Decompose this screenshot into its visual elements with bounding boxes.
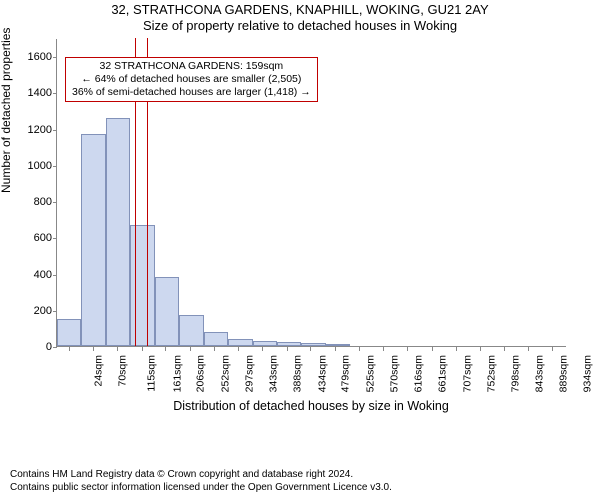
y-tick-label: 0 — [12, 341, 52, 353]
page-subtitle: Size of property relative to detached ho… — [0, 18, 600, 33]
x-tick-label: 161sqm — [171, 355, 183, 392]
x-tick-label: 434sqm — [316, 355, 328, 392]
x-tick-label: 707sqm — [461, 355, 473, 392]
x-tick-label: 70sqm — [117, 355, 129, 387]
x-tick-mark — [69, 347, 70, 351]
callout-line: 36% of semi-detached houses are larger (… — [72, 86, 311, 99]
x-axis-label: Distribution of detached houses by size … — [56, 399, 566, 413]
histogram-bar — [179, 315, 203, 346]
x-tick-mark — [238, 347, 239, 351]
y-tick-label: 1600 — [12, 51, 52, 63]
x-tick-label: 115sqm — [146, 355, 158, 392]
x-tick-label: 252sqm — [219, 355, 231, 392]
histogram-bar — [106, 118, 130, 346]
x-tick-label: 388sqm — [291, 355, 303, 392]
x-tick-mark — [310, 347, 311, 351]
y-tick-label: 1200 — [12, 124, 52, 136]
histogram-chart: Number of detached properties 32 STRATHC… — [0, 33, 600, 445]
attribution-line: Contains HM Land Registry data © Crown c… — [10, 469, 392, 482]
x-tick-label: 570sqm — [388, 355, 400, 392]
y-tick-label: 600 — [12, 232, 52, 244]
y-tick-label: 1400 — [12, 87, 52, 99]
y-tick-label: 1000 — [12, 160, 52, 172]
y-tick-label: 200 — [12, 305, 52, 317]
x-tick-label: 843sqm — [533, 355, 545, 392]
histogram-bar — [57, 319, 81, 346]
x-tick-mark — [117, 347, 118, 351]
histogram-bar — [228, 339, 252, 346]
callout-line: ← 64% of detached houses are smaller (2,… — [72, 73, 311, 86]
x-tick-mark — [262, 347, 263, 351]
x-tick-mark — [335, 347, 336, 351]
x-tick-mark — [528, 347, 529, 351]
x-tick-mark — [504, 347, 505, 351]
x-tick-label: 297sqm — [243, 355, 255, 392]
x-tick-mark — [214, 347, 215, 351]
x-tick-mark — [432, 347, 433, 351]
x-tick-mark — [165, 347, 166, 351]
x-tick-label: 206sqm — [195, 355, 207, 392]
x-tick-mark — [383, 347, 384, 351]
x-tick-mark — [190, 347, 191, 351]
attribution: Contains HM Land Registry data © Crown c… — [10, 469, 392, 494]
x-tick-mark — [93, 347, 94, 351]
x-tick-label: 798sqm — [509, 355, 521, 392]
x-tick-mark — [142, 347, 143, 351]
callout-line: 32 STRATHCONA GARDENS: 159sqm — [72, 60, 311, 73]
x-tick-mark — [456, 347, 457, 351]
page-title: 32, STRATHCONA GARDENS, KNAPHILL, WOKING… — [0, 2, 600, 17]
histogram-bar — [277, 342, 301, 346]
histogram-bar — [81, 134, 105, 346]
x-tick-label: 616sqm — [413, 355, 425, 392]
x-tick-label: 343sqm — [268, 355, 280, 392]
x-tick-label: 934sqm — [582, 355, 594, 392]
x-tick-mark — [552, 347, 553, 351]
y-tick-label: 800 — [12, 196, 52, 208]
x-tick-label: 661sqm — [437, 355, 449, 392]
attribution-line: Contains public sector information licen… — [10, 482, 392, 495]
x-tick-label: 479sqm — [340, 355, 352, 392]
histogram-bar — [204, 332, 228, 346]
x-tick-label: 752sqm — [485, 355, 497, 392]
y-tick-label: 400 — [12, 269, 52, 281]
plot-area: 32 STRATHCONA GARDENS: 159sqm ← 64% of d… — [56, 39, 566, 347]
x-tick-label: 525sqm — [364, 355, 376, 392]
x-tick-mark — [407, 347, 408, 351]
histogram-bar — [253, 341, 277, 346]
callout-box: 32 STRATHCONA GARDENS: 159sqm ← 64% of d… — [65, 57, 318, 102]
x-tick-mark — [359, 347, 360, 351]
x-tick-label: 889sqm — [558, 355, 570, 392]
x-tick-mark — [480, 347, 481, 351]
x-tick-label: 24sqm — [92, 355, 104, 387]
x-tick-mark — [287, 347, 288, 351]
histogram-bar — [301, 343, 325, 346]
histogram-bar — [155, 277, 179, 346]
histogram-bar — [326, 344, 350, 346]
